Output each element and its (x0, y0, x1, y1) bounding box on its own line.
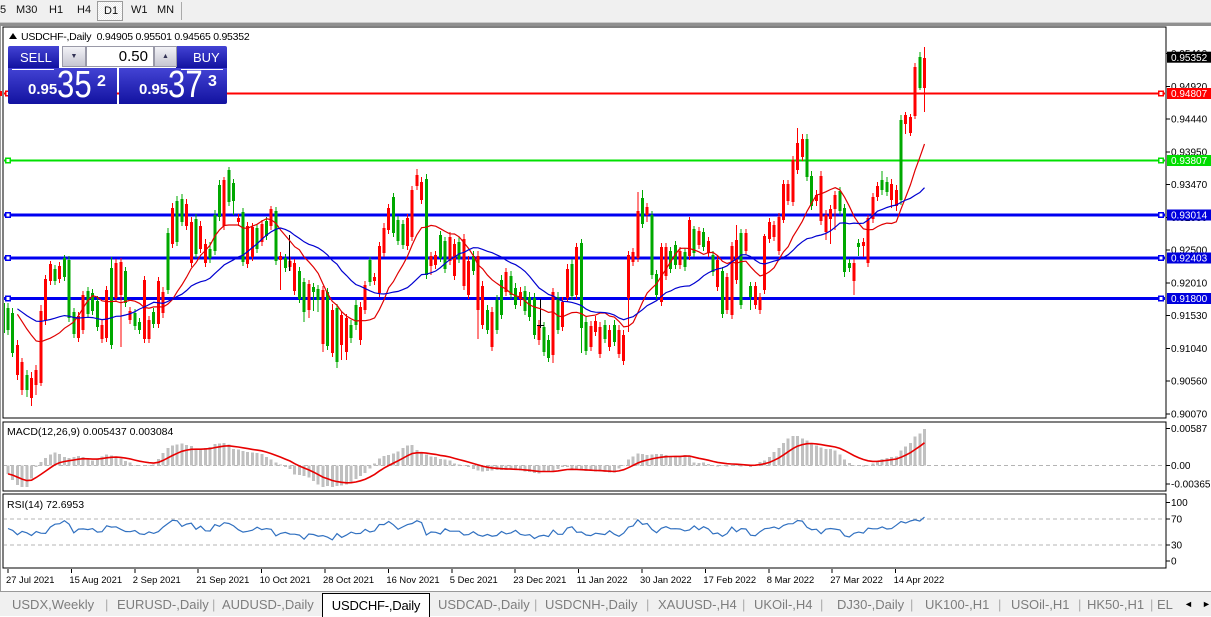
svg-text:MACD(12,26,9) 0.005437 0.00308: MACD(12,26,9) 0.005437 0.003084 (7, 426, 174, 438)
svg-text:0.94807: 0.94807 (1171, 89, 1208, 100)
svg-text:0.90070: 0.90070 (1171, 410, 1208, 421)
svg-text:15 Aug 2021: 15 Aug 2021 (69, 574, 122, 585)
svg-text:21 Sep 2021: 21 Sep 2021 (196, 574, 249, 585)
svg-text:USDCHF-,Daily 0.94905 0.95501: USDCHF-,Daily 0.94905 0.95501 0.94565 0.… (21, 31, 250, 43)
svg-text:14 Apr 2022: 14 Apr 2022 (894, 574, 945, 585)
svg-text:0.92403: 0.92403 (1171, 254, 1208, 265)
svg-text:0.94920: 0.94920 (1171, 82, 1208, 93)
svg-text:0: 0 (1171, 557, 1177, 568)
svg-text:2 Sep 2021: 2 Sep 2021 (133, 574, 181, 585)
svg-text:70: 70 (1171, 515, 1183, 526)
svg-text:27 Mar 2022: 27 Mar 2022 (830, 574, 883, 585)
svg-text:11 Jan 2022: 11 Jan 2022 (577, 574, 628, 585)
svg-text:0.93807: 0.93807 (1171, 156, 1208, 167)
svg-text:0.93014: 0.93014 (1171, 211, 1208, 222)
svg-text:0.93950: 0.93950 (1171, 147, 1208, 158)
svg-text:16 Nov 2021: 16 Nov 2021 (386, 574, 439, 585)
svg-text:0.95352: 0.95352 (1171, 53, 1208, 64)
svg-text:0.90560: 0.90560 (1171, 377, 1208, 388)
svg-text:30 Jan 2022: 30 Jan 2022 (640, 574, 692, 585)
svg-text:5 Dec 2021: 5 Dec 2021 (450, 574, 498, 585)
svg-text:0.94440: 0.94440 (1171, 114, 1208, 125)
svg-text:0.93470: 0.93470 (1171, 180, 1208, 191)
svg-text:30: 30 (1171, 541, 1183, 552)
svg-text:0.92500: 0.92500 (1171, 245, 1208, 256)
svg-text:RSI(14) 72.6953: RSI(14) 72.6953 (7, 499, 84, 511)
svg-text:100: 100 (1171, 498, 1188, 509)
svg-text:23 Dec 2021: 23 Dec 2021 (513, 574, 566, 585)
svg-text:0.00587: 0.00587 (1171, 424, 1208, 435)
svg-text:0.91040: 0.91040 (1171, 344, 1208, 355)
svg-text:0.91530: 0.91530 (1171, 311, 1208, 322)
svg-text:0.91800: 0.91800 (1171, 294, 1208, 305)
svg-text:8 Mar 2022: 8 Mar 2022 (767, 574, 814, 585)
svg-text:28 Oct 2021: 28 Oct 2021 (323, 574, 374, 585)
svg-text:27 Jul 2021: 27 Jul 2021 (6, 574, 54, 585)
svg-text:0.00: 0.00 (1171, 461, 1191, 472)
svg-text:-0.003659: -0.003659 (1171, 480, 1211, 491)
svg-text:10 Oct 2021: 10 Oct 2021 (260, 574, 311, 585)
svg-text:0.92010: 0.92010 (1171, 279, 1208, 290)
svg-text:17 Feb 2022: 17 Feb 2022 (703, 574, 756, 585)
